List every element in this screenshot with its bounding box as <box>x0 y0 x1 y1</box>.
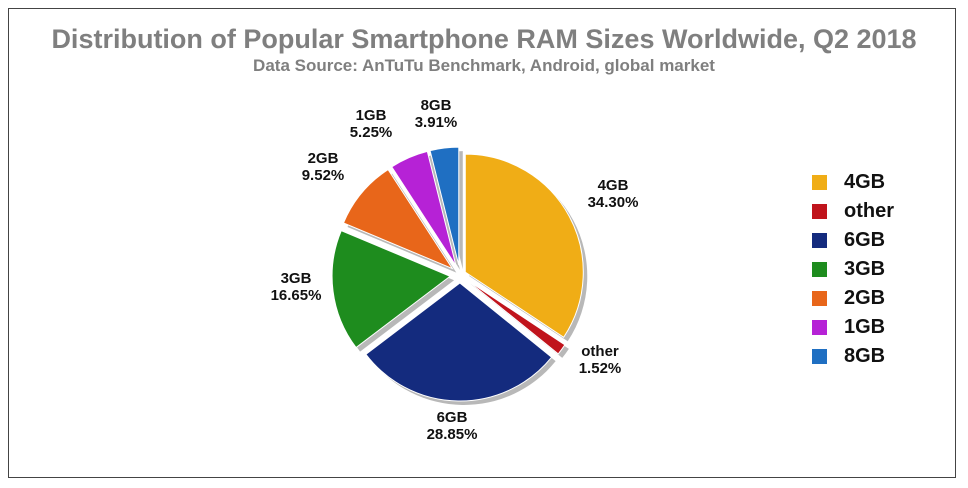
data-label-other: other 1.52% <box>579 343 622 377</box>
data-label-1GB: 1GB 5.25% <box>350 107 393 141</box>
legend-item-2GB: 2GB <box>812 284 894 313</box>
legend-label-4GB: 4GB <box>844 171 886 193</box>
chart-title: Distribution of Popular Smartphone RAM S… <box>51 24 917 54</box>
legend-label-6GB: 6GB <box>844 229 886 251</box>
legend-item-4GB: 4GB <box>812 168 894 197</box>
data-label-8GB: 8GB 3.91% <box>415 97 458 131</box>
legend-item-8GB: 8GB <box>812 342 894 371</box>
legend-label-2GB: 2GB <box>844 287 886 309</box>
legend-label-1GB: 1GB <box>844 316 886 338</box>
legend-swatch-8GB <box>812 349 827 364</box>
pie-slice-8GB <box>429 146 460 266</box>
legend-item-6GB: 6GB <box>812 226 894 255</box>
data-label-6GB: 6GB 28.85% <box>427 409 478 443</box>
pie-slice-4GB <box>464 153 584 338</box>
legend-item-1GB: 1GB <box>812 313 894 342</box>
legend: 4GB other 6GB 3GB 2GB 1GB 8GB <box>812 168 894 371</box>
legend-label-3GB: 3GB <box>844 258 886 280</box>
legend-item-3GB: 3GB <box>812 255 894 284</box>
legend-swatch-4GB <box>812 175 827 190</box>
legend-item-other: other <box>812 197 894 226</box>
legend-swatch-2GB <box>812 291 827 306</box>
pie-slice-2GB <box>342 168 454 270</box>
data-label-3GB: 3GB 16.65% <box>271 270 322 304</box>
pie-slice-1GB <box>391 150 457 267</box>
pie-slice-3GB <box>331 229 452 349</box>
data-label-2GB: 2GB 9.52% <box>302 150 345 184</box>
data-label-4GB: 4GB 34.30% <box>588 177 639 211</box>
pie-slice-other <box>466 279 566 355</box>
legend-swatch-3GB <box>812 262 827 277</box>
legend-swatch-6GB <box>812 233 827 248</box>
legend-label-8GB: 8GB <box>844 345 886 367</box>
legend-label-other: other <box>844 200 894 222</box>
legend-swatch-other <box>812 204 827 219</box>
legend-swatch-1GB <box>812 320 827 335</box>
pie-slice-6GB <box>365 282 553 402</box>
chart-subtitle: Data Source: AnTuTu Benchmark, Android, … <box>253 56 715 75</box>
